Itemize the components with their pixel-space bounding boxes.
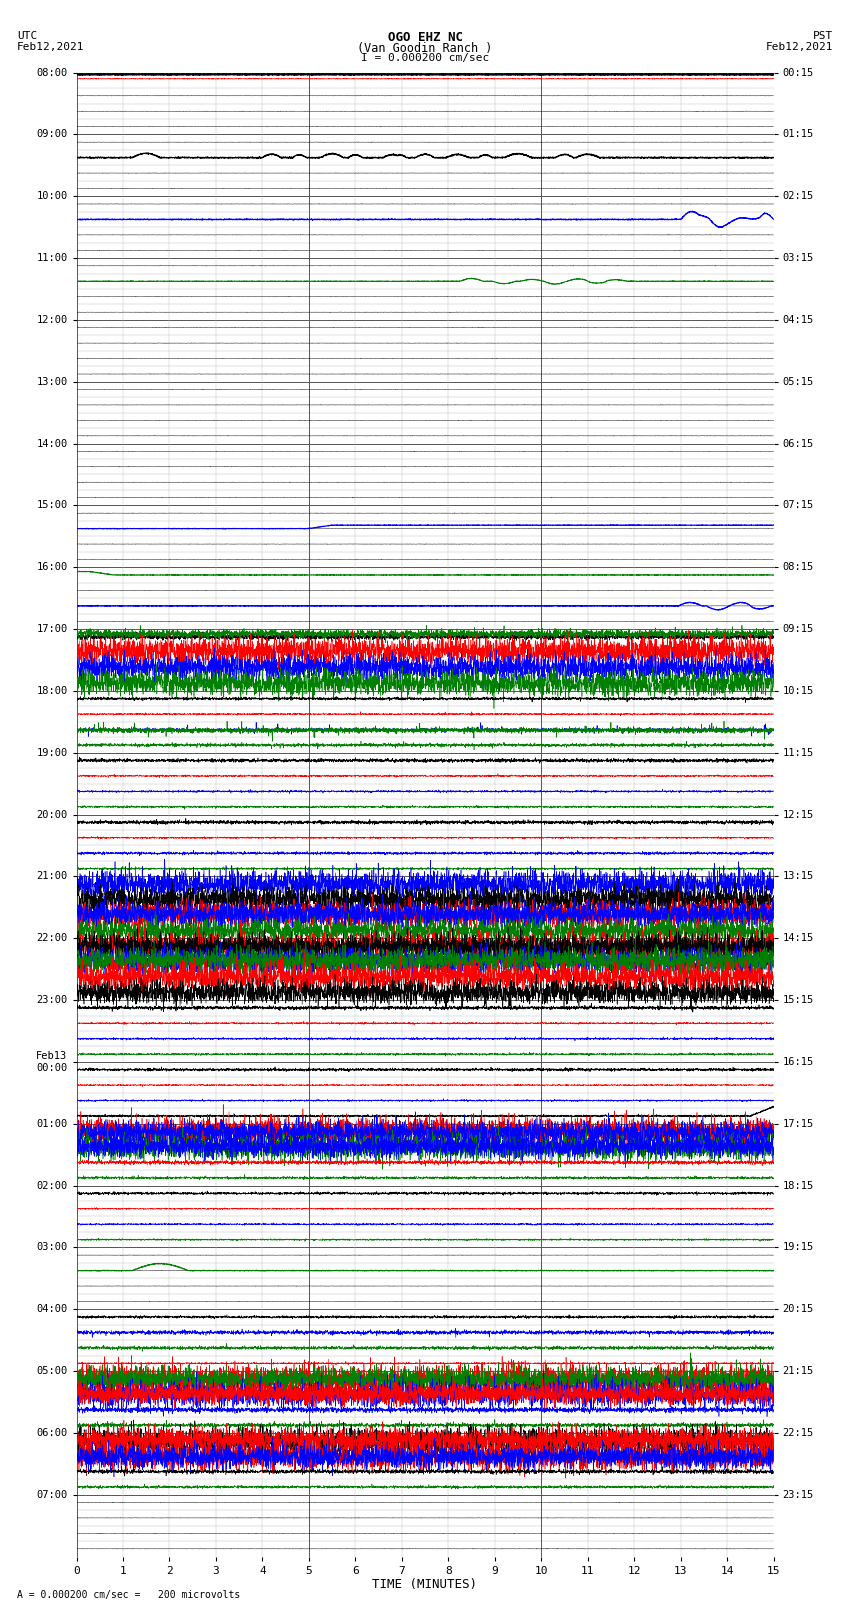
Text: (Van Goodin Ranch ): (Van Goodin Ranch ) xyxy=(357,42,493,55)
Text: OGO EHZ NC: OGO EHZ NC xyxy=(388,31,462,44)
Text: I = 0.000200 cm/sec: I = 0.000200 cm/sec xyxy=(361,53,489,63)
X-axis label: TIME (MINUTES): TIME (MINUTES) xyxy=(372,1579,478,1592)
Text: PST: PST xyxy=(813,31,833,40)
Text: UTC: UTC xyxy=(17,31,37,40)
Text: Feb12,2021: Feb12,2021 xyxy=(766,42,833,52)
Text: A = 0.000200 cm/sec =   200 microvolts: A = 0.000200 cm/sec = 200 microvolts xyxy=(17,1590,241,1600)
Text: Feb12,2021: Feb12,2021 xyxy=(17,42,84,52)
